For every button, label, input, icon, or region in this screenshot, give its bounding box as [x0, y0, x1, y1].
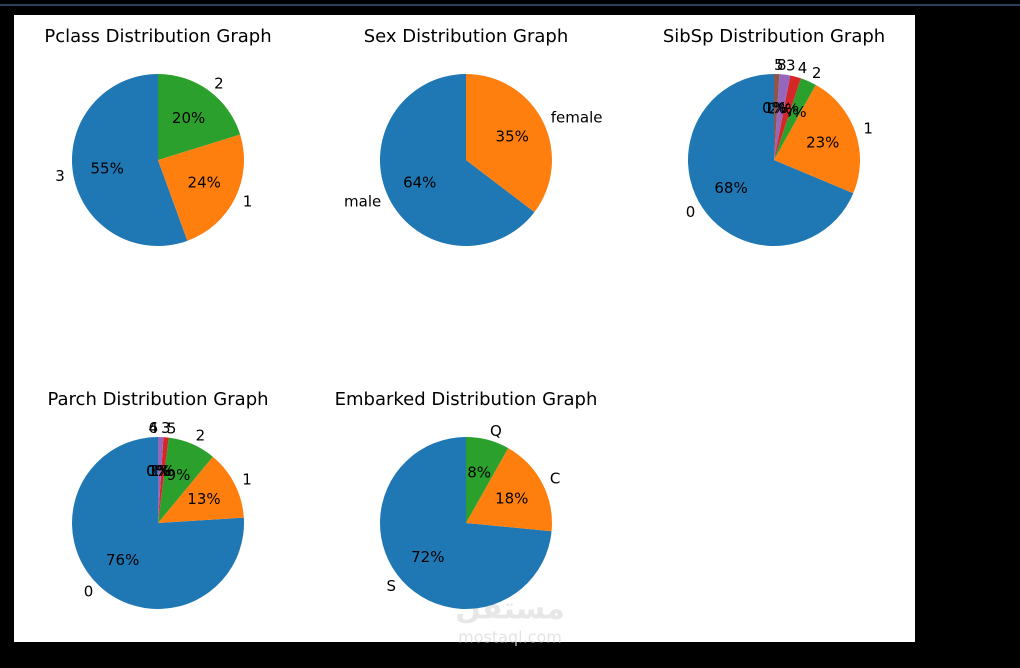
slice-label: 5	[774, 56, 784, 74]
chart-title: SibSp Distribution Graph	[663, 26, 885, 47]
pie-slice	[687, 74, 854, 246]
pie-slice	[774, 74, 780, 160]
pie-slice	[774, 74, 791, 160]
slice-label: 2	[196, 427, 206, 445]
chart-title: Sex Distribution Graph	[364, 26, 569, 47]
value-label: 23%	[806, 134, 839, 152]
watermark-url: mostaql.com	[458, 628, 562, 647]
slice-label: 5	[167, 419, 177, 437]
slice-label: 8	[777, 56, 787, 74]
value-label: 0%	[146, 462, 170, 480]
pie-slice	[380, 74, 535, 246]
pie-slice	[72, 74, 188, 246]
chart-title: Pclass Distribution Graph	[44, 26, 271, 47]
value-label: 1%	[148, 462, 172, 480]
value-label: 0%	[762, 99, 786, 117]
value-label: 35%	[496, 128, 529, 146]
value-label: 20%	[172, 109, 205, 127]
slice-label: 4	[148, 419, 158, 437]
slice-label: 1	[243, 193, 253, 211]
value-label: 76%	[106, 551, 139, 569]
pie-slice	[774, 84, 860, 194]
slice-label: 0	[84, 582, 94, 600]
slice-label: 1	[242, 471, 252, 489]
pie-slice	[466, 74, 553, 213]
slice-label: 3	[786, 57, 796, 75]
chart-title: Parch Distribution Graph	[47, 389, 268, 410]
slice-label: C	[550, 470, 560, 488]
pie-slice	[466, 437, 509, 523]
value-label: 55%	[91, 159, 124, 177]
value-label: 1%	[151, 462, 175, 480]
slice-label: 4	[798, 59, 808, 77]
pie-slice	[158, 134, 245, 241]
value-label: 0%	[146, 462, 170, 480]
pie-slice	[158, 74, 241, 160]
slice-label: S	[386, 577, 396, 595]
chart-title: Embarked Distribution Graph	[335, 389, 598, 410]
slice-label: 1	[863, 120, 873, 138]
value-label: 72%	[411, 548, 444, 566]
slice-label: 2	[812, 64, 822, 82]
value-label: 9%	[167, 466, 191, 484]
slice-label: 3	[55, 167, 65, 185]
slice-label: Q	[490, 422, 502, 440]
pie-slice	[466, 448, 552, 532]
value-label: 68%	[714, 179, 747, 197]
value-label: 64%	[403, 173, 436, 191]
value-label: 13%	[187, 490, 220, 508]
value-label: 18%	[495, 490, 528, 508]
slice-label: male	[344, 193, 381, 211]
value-label: 8%	[467, 464, 491, 482]
pie-slice	[158, 437, 169, 523]
value-label: 24%	[188, 173, 221, 191]
pie-slice	[774, 78, 816, 160]
slice-label: female	[551, 108, 603, 126]
slice-label: 0	[686, 203, 696, 221]
slice-label: 6	[148, 419, 158, 437]
pie-slice	[158, 437, 213, 523]
pie-slice	[774, 75, 801, 160]
pie-slice	[158, 437, 164, 523]
value-label: 1%	[764, 99, 788, 117]
pie-slice	[379, 437, 552, 609]
slice-label: 3	[161, 419, 171, 437]
pie-slice	[158, 456, 244, 523]
slice-label: 2	[214, 74, 224, 92]
